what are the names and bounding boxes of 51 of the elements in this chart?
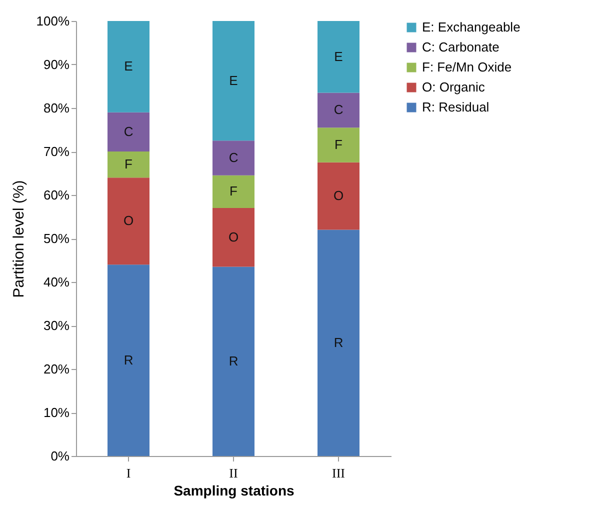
data-label: C — [228, 150, 238, 166]
bar — [318, 162, 360, 230]
bar — [108, 21, 150, 112]
bar — [318, 128, 360, 162]
y-tick-label: 80% — [43, 100, 70, 116]
bar — [108, 178, 150, 265]
data-label: O — [228, 229, 239, 244]
bar — [212, 208, 254, 267]
y-tick-label: 100% — [36, 14, 70, 28]
bar — [212, 266, 254, 456]
data-label: O — [333, 188, 344, 204]
data-label: E — [334, 48, 344, 64]
data-label: F — [124, 156, 133, 172]
legend-label: R: Residual — [422, 100, 490, 114]
x-tick-label: I — [126, 466, 131, 480]
data-label: R — [124, 352, 134, 368]
data-label: F — [334, 136, 343, 152]
y-tick-label: 60% — [43, 188, 70, 202]
data-label: E — [124, 58, 134, 74]
y-tick-label: 40% — [43, 274, 70, 290]
y-tick-label: 10% — [43, 405, 70, 420]
data-label: C — [124, 124, 134, 139]
bar — [212, 140, 254, 176]
bar — [108, 112, 150, 152]
y-tick-label: 20% — [43, 362, 70, 376]
x-axis-title: Sampling stations — [174, 482, 294, 498]
x-tick-label: II — [229, 466, 238, 480]
y-tick-label: 0% — [50, 448, 70, 464]
x-tick-label: III — [332, 466, 345, 480]
legend-label: C: Carbonate — [422, 40, 500, 54]
bar — [108, 152, 150, 178]
bar — [212, 21, 254, 141]
data-label: R — [334, 334, 344, 350]
y-tick-label: 70% — [43, 144, 70, 159]
data-label: R — [228, 353, 238, 368]
y-tick-label: 90% — [43, 57, 70, 72]
y-tick-label: 50% — [43, 231, 70, 246]
data-label: C — [334, 102, 344, 118]
bar — [108, 264, 150, 456]
bar — [318, 92, 360, 128]
data-label: O — [123, 213, 134, 228]
bar — [212, 175, 254, 208]
legend-label: E: Exchangeable — [422, 20, 520, 34]
bar — [318, 230, 360, 456]
bar — [318, 21, 360, 93]
legend-label: F: Fe/Mn Oxide — [422, 60, 512, 74]
data-label: E — [229, 72, 238, 88]
y-tick-label: 30% — [43, 318, 70, 333]
y-axis-title: Partition level (%) — [10, 180, 28, 298]
legend-label: O: Organic — [422, 80, 486, 94]
data-label: F — [230, 184, 238, 199]
